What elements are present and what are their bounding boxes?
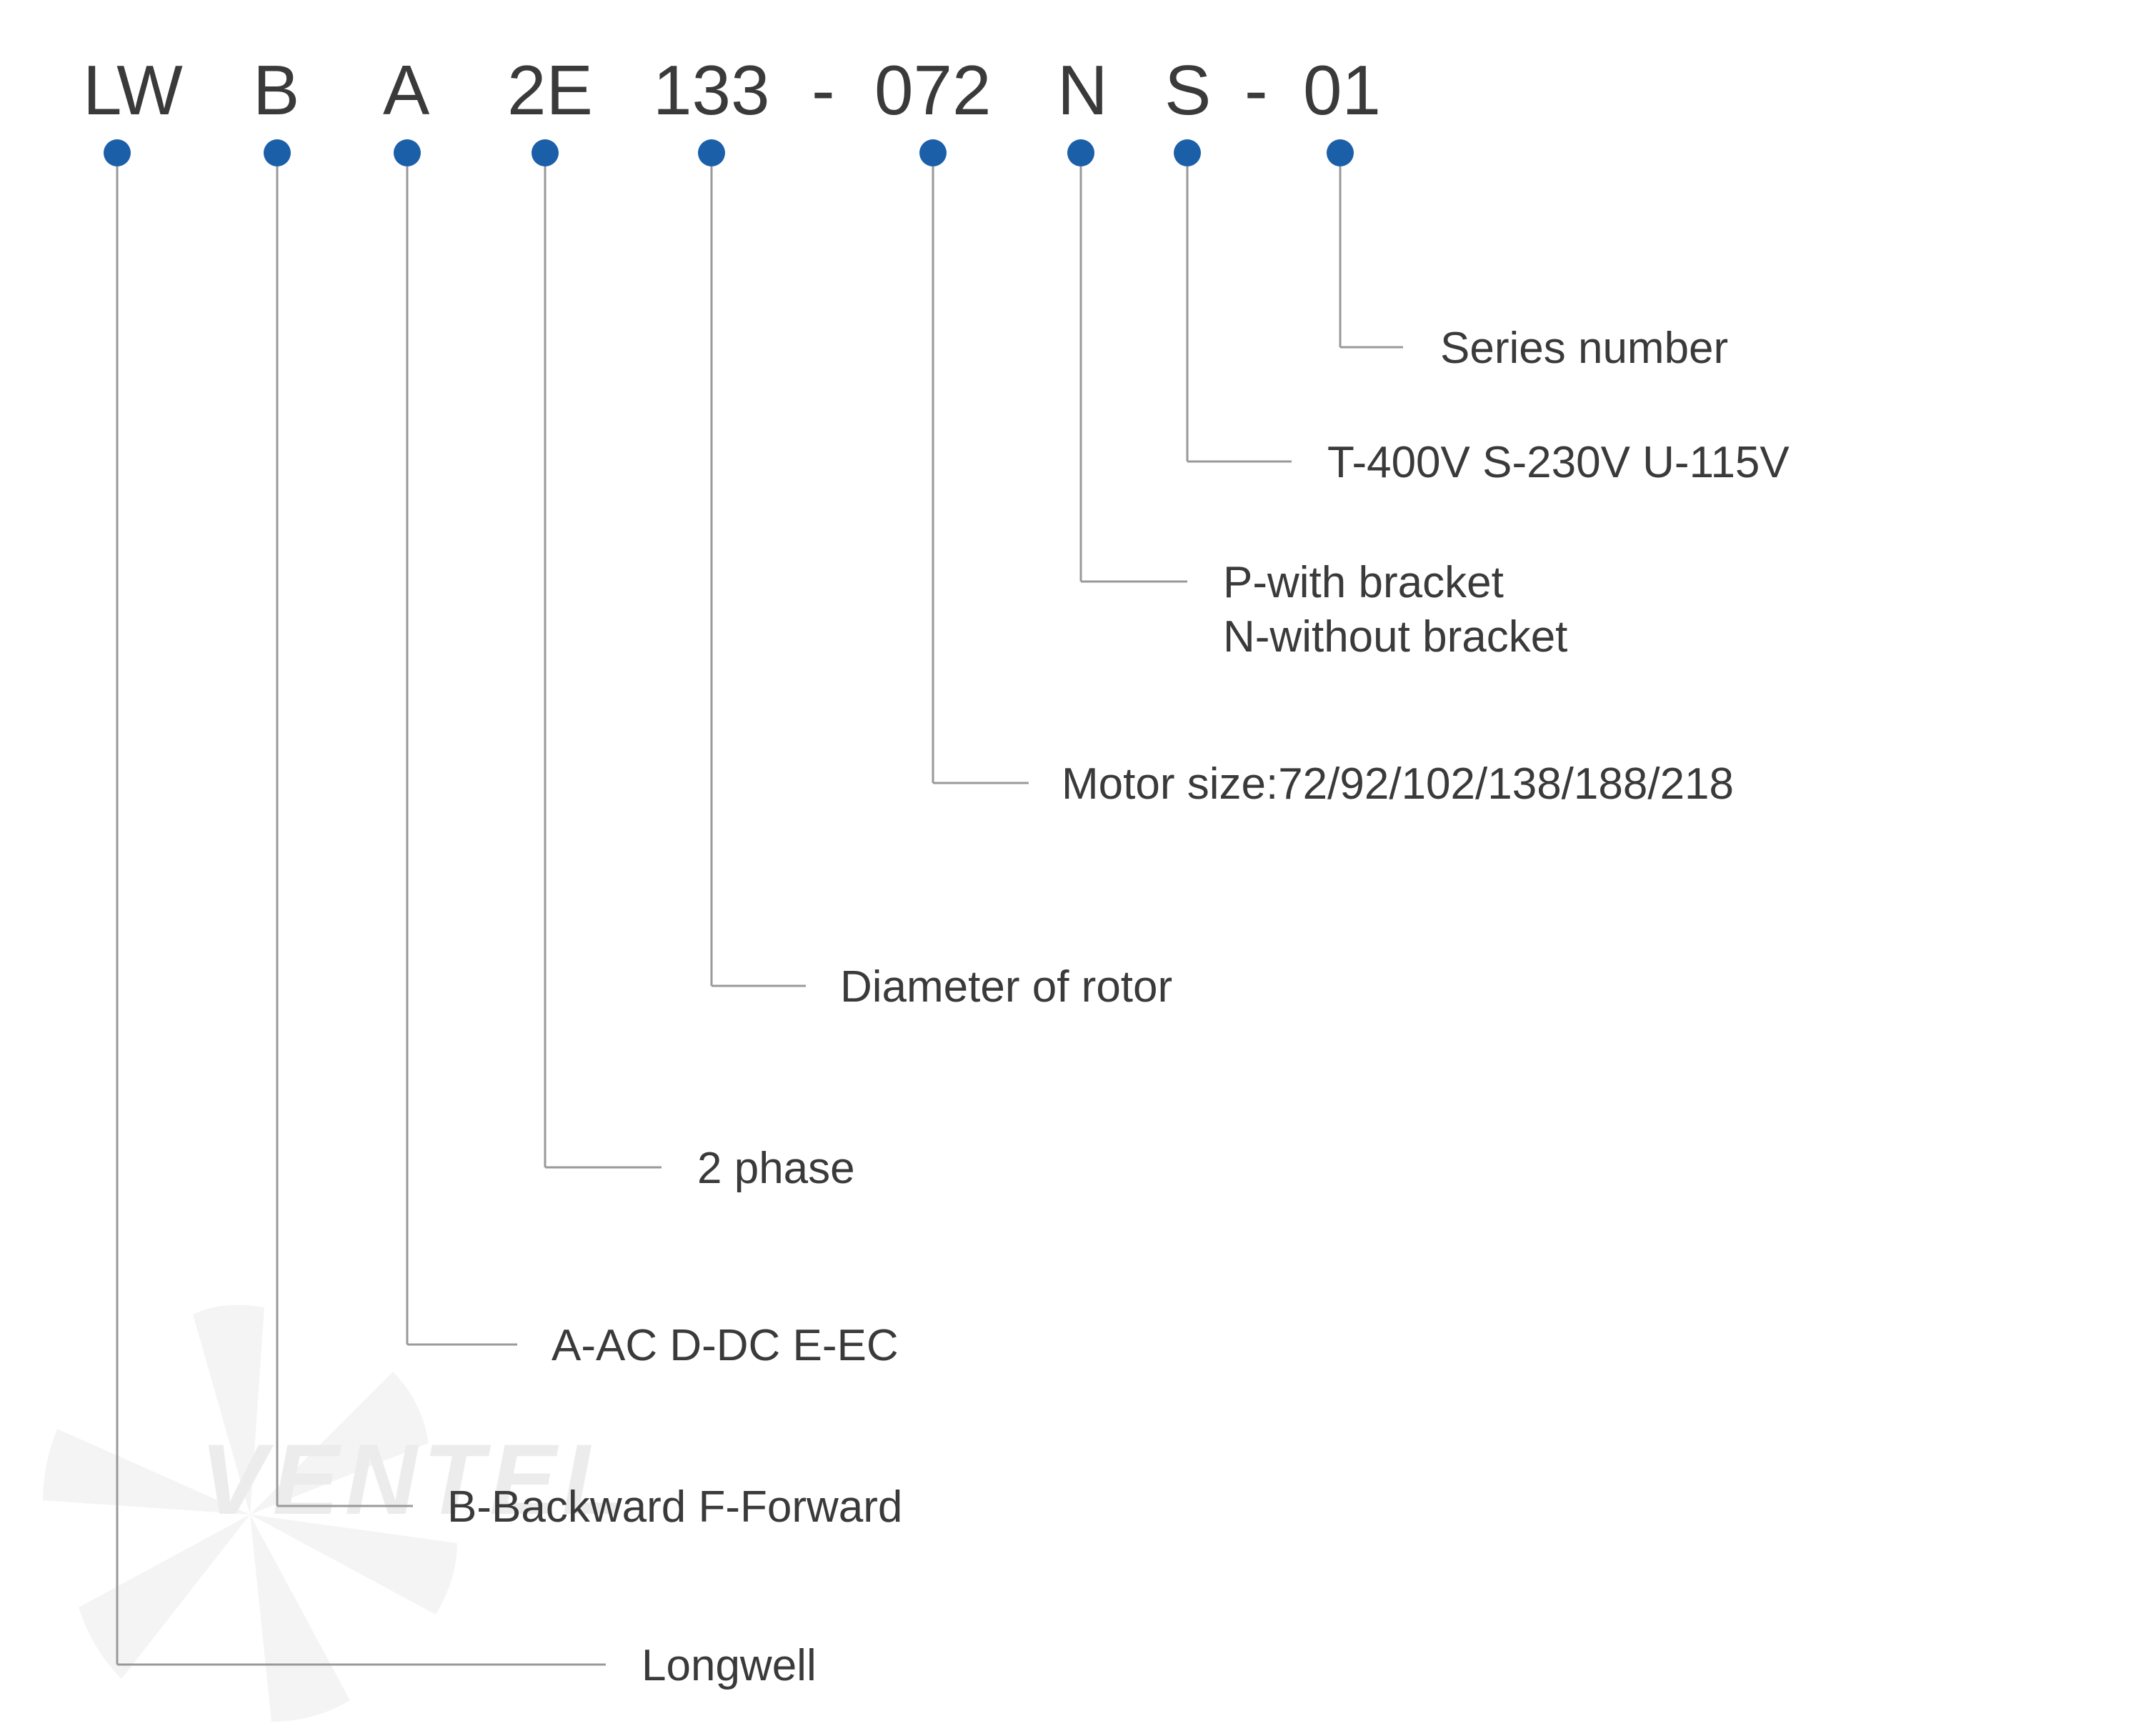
code-segment-10: 01 [1303, 50, 1381, 131]
description-5: Diameter of rotor [840, 962, 1172, 1012]
description-9: Longwell [642, 1640, 817, 1691]
code-dot-10 [1327, 139, 1354, 166]
description-3: N-without bracket [1223, 612, 1567, 662]
description-8: B-Backward F-Forward [447, 1482, 902, 1532]
code-segment-0: LW [83, 50, 183, 131]
code-segment-6: 072 [874, 50, 992, 131]
description-6: 2 phase [697, 1143, 855, 1194]
code-segment-2: A [383, 50, 429, 131]
code-dot-1 [264, 139, 291, 166]
code-segment-5: - [812, 50, 835, 131]
code-segment-9: - [1244, 50, 1268, 131]
code-dot-0 [104, 139, 131, 166]
code-segment-8: S [1164, 50, 1211, 131]
code-dot-4 [698, 139, 725, 166]
description-7: A-AC D-DC E-EC [552, 1320, 899, 1371]
code-dot-3 [531, 139, 559, 166]
code-segment-7: N [1057, 50, 1108, 131]
description-1: T-400V S-230V U-115V [1327, 437, 1790, 488]
diagram-container: VENTEL LWBA2E133-072NS-01 Series numberT… [0, 0, 2146, 1693]
code-segment-1: B [253, 50, 299, 131]
code-dot-8 [1174, 139, 1201, 166]
description-0: Series number [1440, 323, 1728, 374]
description-4: Motor size:72/92/102/138/188/218 [1062, 759, 1734, 809]
code-dot-2 [394, 139, 421, 166]
code-segment-4: 133 [653, 50, 770, 131]
code-dot-6 [919, 139, 947, 166]
description-2: P-with bracket [1223, 557, 1504, 608]
code-segment-3: 2E [507, 50, 593, 131]
code-dot-7 [1067, 139, 1094, 166]
